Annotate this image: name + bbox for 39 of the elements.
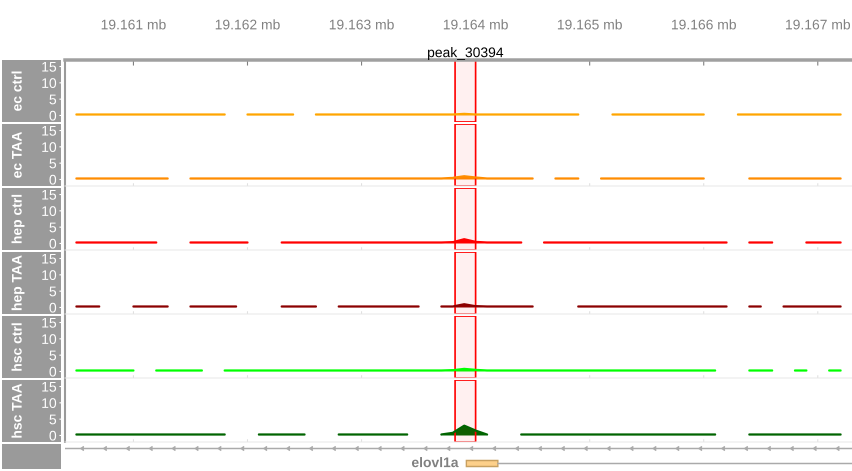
x-tick-label: 19.166 mb	[672, 19, 736, 30]
band-label: peak_30394	[428, 47, 504, 60]
y-tick-label: 0	[49, 366, 56, 377]
y-axis-title: hsc ctrl	[12, 323, 22, 371]
y-axis-title: ec TAA	[12, 132, 22, 178]
y-tick-label: 15	[42, 190, 56, 200]
y-tick-label: 15	[42, 318, 56, 328]
y-tick-label: 10	[42, 206, 56, 216]
y-tick-label: 5	[50, 158, 56, 168]
y-tick-label: 0	[49, 238, 56, 249]
y-axis-title: hep ctrl	[12, 194, 24, 244]
y-tick-label: 0	[49, 174, 56, 185]
y-tick-label: 5	[50, 350, 56, 360]
y-tick-label: 10	[42, 270, 56, 280]
y-tick-label: 15	[42, 126, 56, 136]
y-axis-title: ec ctrl	[12, 72, 22, 111]
y-tick-label: 10	[42, 142, 56, 152]
y-tick-label: 0	[49, 110, 56, 121]
y-tick-label: 15	[42, 62, 56, 72]
y-tick-label: 15	[42, 254, 56, 264]
y-tick-label: 10	[42, 398, 56, 408]
text: elovl1a	[412, 457, 459, 468]
y-tick-label: 5	[50, 94, 56, 104]
y-tick-label: 0	[49, 302, 56, 313]
y-tick-label: 0	[49, 430, 56, 441]
y-tick-label: 5	[50, 286, 56, 296]
x-tick-label: 19.167 mb	[786, 19, 850, 30]
x-tick-label: 19.162 mb	[216, 19, 280, 30]
y-tick-label: 15	[42, 382, 56, 392]
y-tick-label: 10	[42, 78, 56, 88]
x-tick-label: 19.163 mb	[330, 19, 394, 30]
y-tick-label: 5	[50, 222, 56, 232]
y-tick-label: 5	[50, 414, 56, 424]
y-axis-title: hep TAA	[12, 255, 24, 310]
x-tick-label: 19.164 mb	[444, 19, 508, 30]
y-tick-label: 10	[42, 334, 56, 344]
y-axis-title: hsc TAA	[12, 384, 22, 438]
x-tick-label: 19.165 mb	[558, 19, 622, 30]
x-tick-label: 19.161 mb	[102, 19, 166, 30]
